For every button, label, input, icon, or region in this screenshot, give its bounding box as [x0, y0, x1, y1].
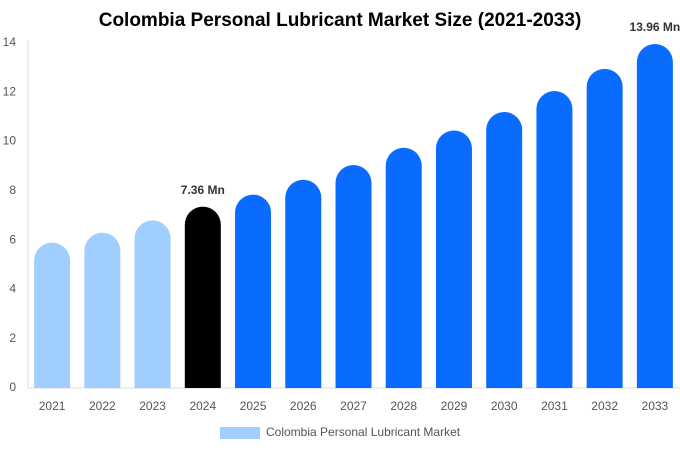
bar	[335, 164, 372, 388]
value-label: 13.96 Mn	[630, 20, 680, 34]
x-tick-label: 2032	[591, 399, 618, 413]
bar	[134, 220, 171, 388]
x-tick-label: 2025	[240, 399, 267, 413]
x-tick-label: 2028	[390, 399, 417, 413]
x-tick-label: 2030	[491, 399, 518, 413]
bar	[385, 147, 422, 388]
value-label: 7.36 Mn	[181, 183, 225, 197]
bar	[586, 68, 623, 388]
bar	[84, 232, 121, 388]
bar	[184, 206, 221, 388]
chart-title: Colombia Personal Lubricant Market Size …	[99, 10, 582, 31]
bar	[235, 194, 272, 388]
x-tick-label: 2021	[39, 399, 66, 413]
y-tick-label: 12	[3, 84, 17, 98]
y-tick-label: 8	[9, 183, 16, 197]
bar	[285, 179, 322, 388]
y-tick-label: 6	[9, 232, 16, 246]
x-tick-label: 2033	[642, 399, 669, 413]
bar	[536, 91, 573, 388]
y-tick-label: 10	[3, 134, 17, 148]
legend-label: Colombia Personal Lubricant Market	[266, 425, 461, 439]
x-tick-label: 2022	[89, 399, 116, 413]
x-tick-label: 2027	[340, 399, 367, 413]
bar	[636, 43, 673, 388]
x-tick-label: 2031	[541, 399, 568, 413]
bar	[486, 112, 523, 388]
legend-swatch	[220, 427, 260, 439]
x-tick-label: 2029	[441, 399, 468, 413]
y-tick-label: 0	[9, 380, 16, 394]
x-tick-label: 2024	[189, 399, 216, 413]
y-tick-label: 2	[9, 331, 16, 345]
x-tick-label: 2026	[290, 399, 317, 413]
y-tick-label: 14	[3, 35, 17, 49]
bar	[435, 130, 472, 388]
y-tick-label: 4	[9, 282, 16, 296]
bar	[34, 242, 71, 388]
x-tick-label: 2023	[139, 399, 166, 413]
